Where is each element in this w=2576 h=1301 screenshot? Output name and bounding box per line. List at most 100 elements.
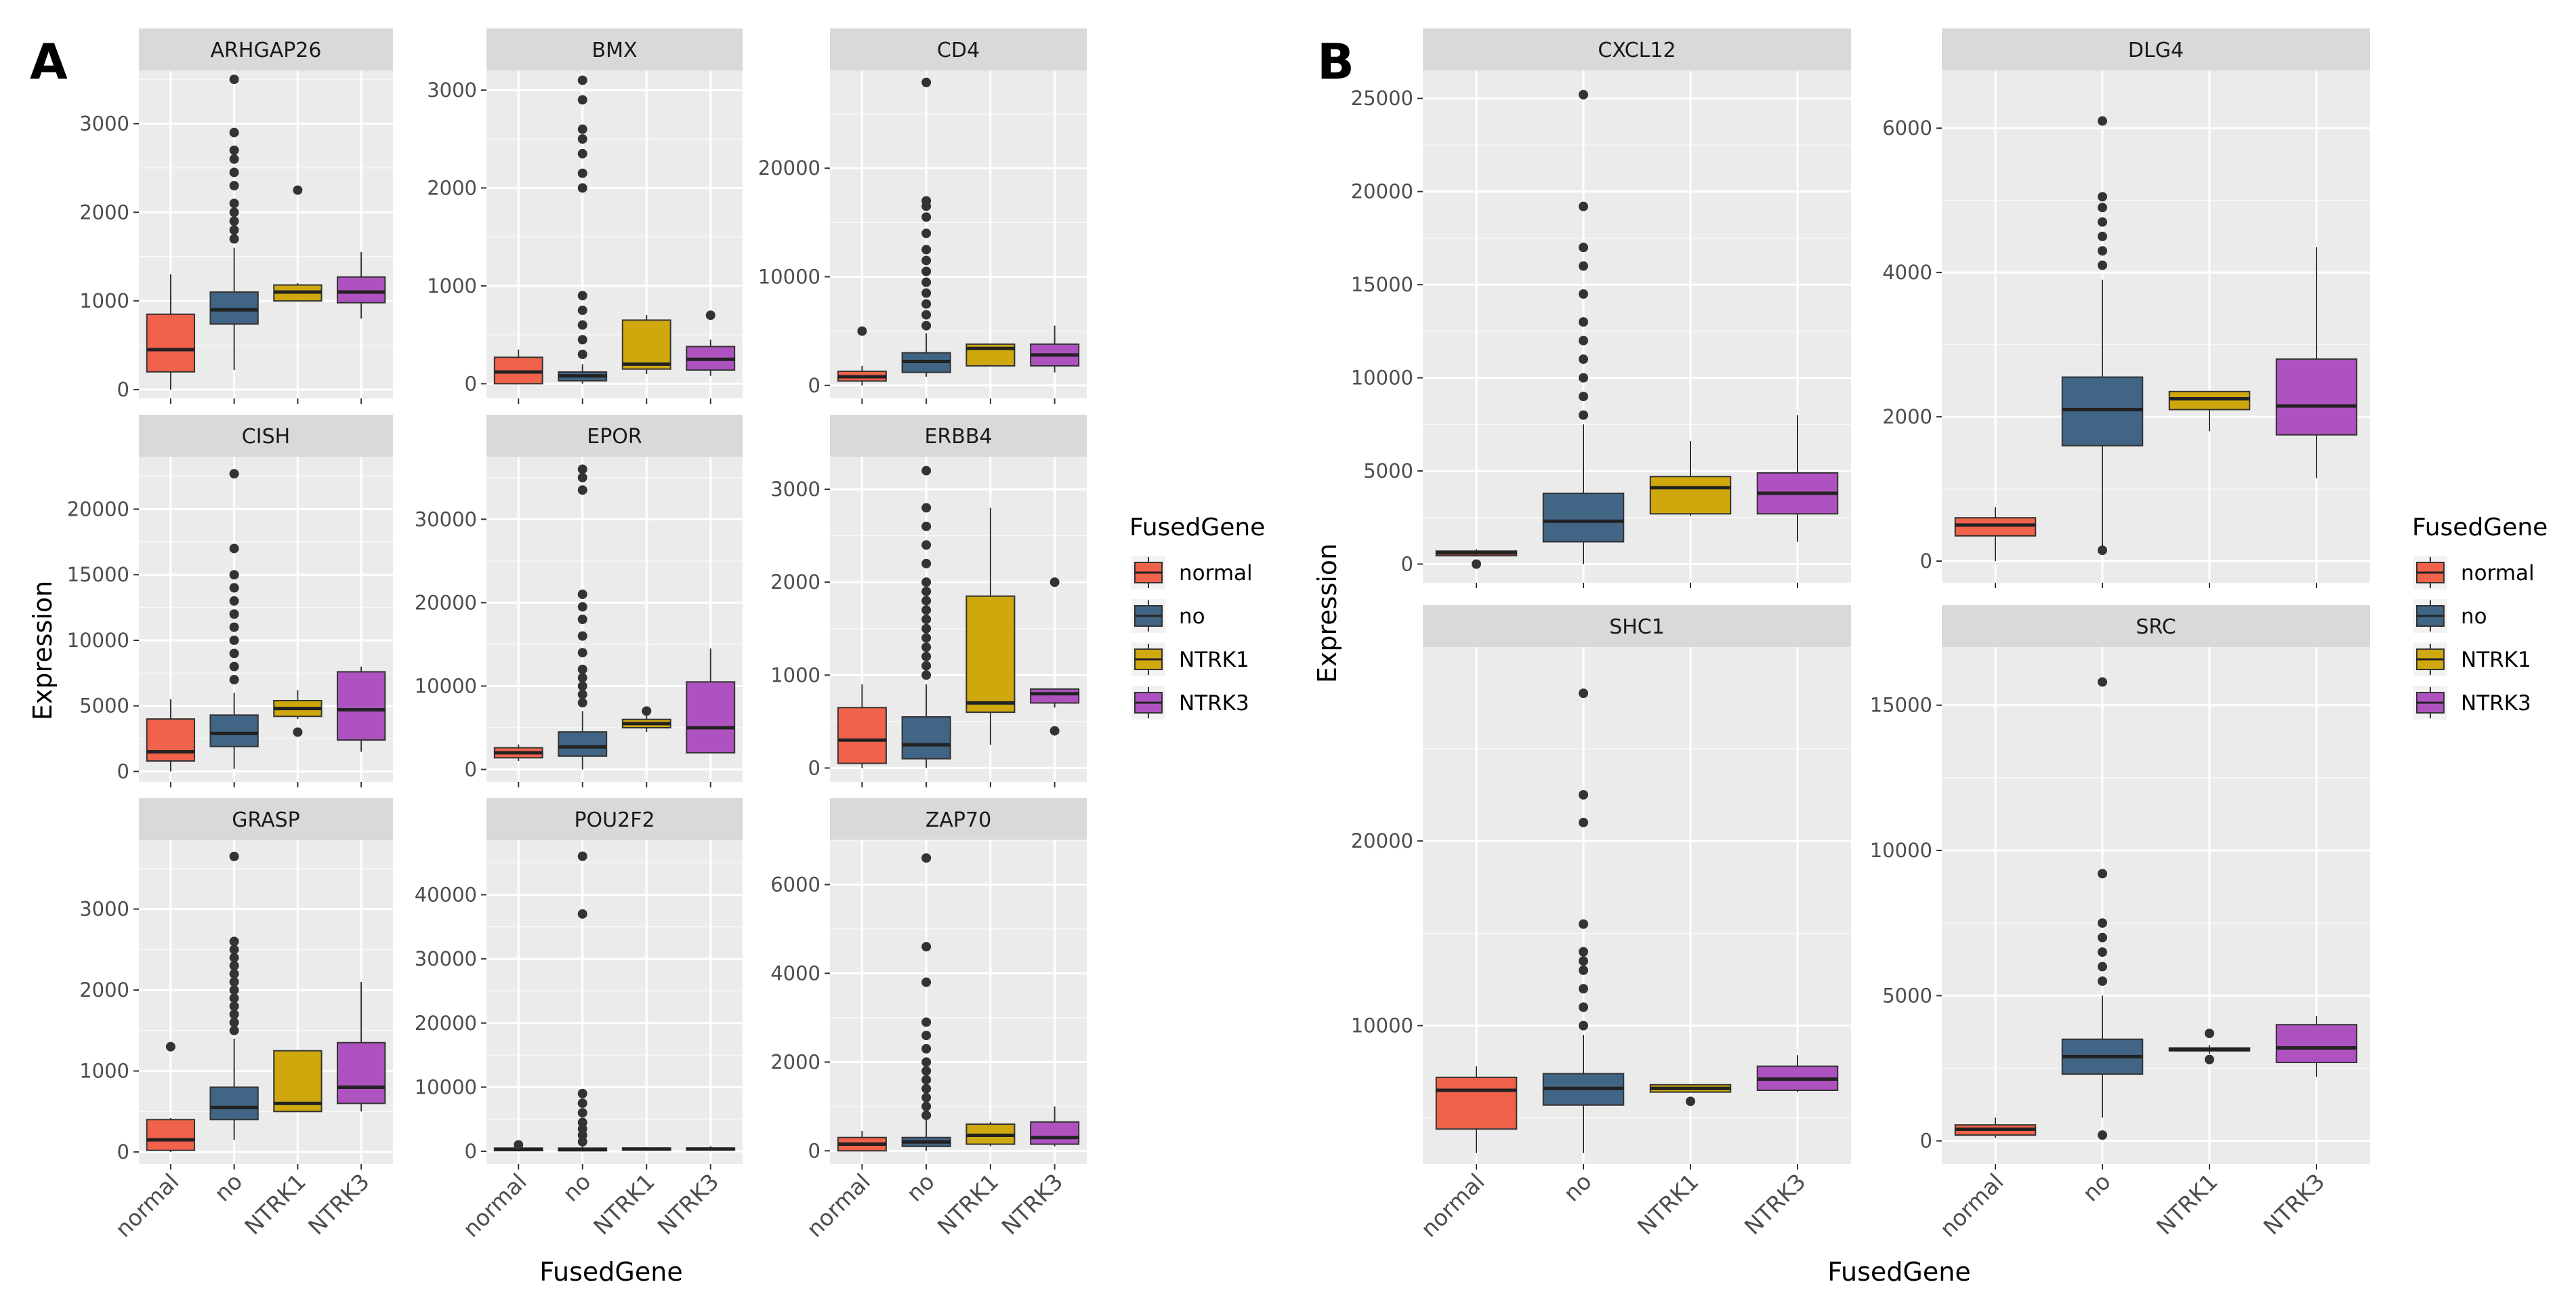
box-normal bbox=[493, 744, 543, 762]
box-ntrk3 bbox=[1756, 415, 1839, 542]
outlier-point bbox=[2098, 116, 2107, 126]
outlier-point bbox=[2098, 932, 2107, 943]
facet-src: SRC 0 5000 10000 15000 normal no NTRK1 NTRK3 bbox=[1870, 605, 2370, 1242]
facet-title: ZAP70 bbox=[926, 808, 991, 832]
box-no bbox=[558, 464, 608, 770]
box-ntrk3 bbox=[1030, 1106, 1080, 1147]
facet-shc1: SHC1 10000 20000 normal no NTRK1 NTRK3 bbox=[1351, 605, 1851, 1242]
x-tick-label: no bbox=[901, 1168, 940, 1207]
outlier-point bbox=[921, 310, 932, 320]
x-tick-label: NTRK1 bbox=[588, 1168, 660, 1240]
y-tick-label: 2000 bbox=[1882, 405, 1932, 428]
y-tick-label: 15000 bbox=[1870, 694, 1932, 717]
y-tick-label: 10000 bbox=[1870, 839, 1932, 862]
outlier-point bbox=[229, 199, 239, 209]
legend-item-ntrk1: NTRK1 bbox=[2413, 642, 2531, 676]
outlier-point bbox=[1579, 688, 1588, 699]
y-tick-label: 0 bbox=[1920, 550, 1932, 573]
outlier-point bbox=[921, 540, 932, 550]
outlier-point bbox=[293, 185, 303, 195]
y-tick-label: 20000 bbox=[67, 497, 129, 520]
outlier-point bbox=[577, 291, 587, 301]
legend-item-normal: normal bbox=[2413, 556, 2535, 590]
outlier-point bbox=[577, 124, 587, 134]
facet-title: BMX bbox=[591, 39, 637, 62]
facet-title: ERBB4 bbox=[924, 425, 992, 449]
outlier-point bbox=[577, 681, 587, 691]
outlier-point bbox=[2098, 217, 2107, 227]
facet-title: CD4 bbox=[937, 39, 980, 62]
outlier-point bbox=[229, 661, 239, 672]
outlier-point bbox=[229, 234, 239, 244]
legend-item-normal: normal bbox=[1131, 556, 1253, 590]
outlier-point bbox=[577, 485, 587, 495]
outlier-point bbox=[921, 596, 932, 606]
plot-area bbox=[1942, 647, 2370, 1164]
box-body bbox=[1542, 493, 1625, 543]
outlier-point bbox=[577, 648, 587, 658]
outlier-point bbox=[2205, 1029, 2214, 1039]
legend-title-a: FusedGene bbox=[1129, 514, 1265, 541]
outlier-point bbox=[514, 1140, 524, 1150]
outlier-point bbox=[2098, 231, 2107, 241]
x-tick-label: NTRK1 bbox=[932, 1168, 1004, 1240]
y-tick-label: 10000 bbox=[1351, 1014, 1413, 1037]
box-body bbox=[1030, 688, 1080, 704]
outlier-point bbox=[1579, 790, 1588, 800]
outlier-point bbox=[2098, 203, 2107, 213]
outlier-point bbox=[229, 985, 239, 995]
outlier-point bbox=[1579, 373, 1588, 383]
y-tick-label: 30000 bbox=[415, 947, 477, 970]
y-tick-label: 3000 bbox=[427, 79, 477, 102]
facet-title: POU2F2 bbox=[574, 808, 655, 832]
facet-title: CISH bbox=[242, 425, 290, 449]
box-body bbox=[837, 707, 887, 764]
outlier-point bbox=[1472, 559, 1481, 569]
plot-area bbox=[139, 840, 393, 1164]
legend-label: NTRK3 bbox=[1179, 691, 1249, 716]
outlier-point bbox=[229, 225, 239, 235]
outlier-point bbox=[921, 853, 932, 863]
y-tick-label: 2000 bbox=[427, 176, 477, 199]
x-tick-label: NTRK3 bbox=[2258, 1168, 2330, 1240]
y-tick-label: 2000 bbox=[79, 978, 129, 1001]
box-ntrk1 bbox=[621, 706, 671, 732]
box-ntrk3 bbox=[2275, 1016, 2358, 1077]
box-body bbox=[686, 681, 736, 753]
box-normal bbox=[837, 1130, 887, 1152]
outlier-point bbox=[229, 622, 239, 632]
box-body bbox=[209, 1086, 259, 1121]
outlier-point bbox=[229, 1025, 239, 1035]
y-tick-label: 2000 bbox=[79, 201, 129, 224]
y-tick-label: 10000 bbox=[415, 1075, 477, 1098]
box-normal bbox=[1954, 507, 2037, 562]
y-tick-label: 0 bbox=[117, 760, 129, 783]
facet-strip bbox=[139, 798, 393, 840]
outlier-point bbox=[1579, 89, 1588, 100]
facet-strip bbox=[1942, 28, 2370, 70]
box-ntrk3 bbox=[686, 1146, 736, 1151]
outlier-point bbox=[921, 977, 932, 987]
outlier-point bbox=[577, 134, 587, 144]
outlier-point bbox=[2098, 1130, 2107, 1140]
y-tick-label: 1000 bbox=[427, 274, 477, 297]
y-tick-label: 0 bbox=[808, 756, 820, 779]
facet-title: DLG4 bbox=[2128, 39, 2184, 62]
box-ntrk3 bbox=[2275, 247, 2358, 478]
outlier-point bbox=[1579, 965, 1588, 975]
y-tick-label: 4000 bbox=[770, 962, 820, 985]
facet-strip bbox=[1423, 28, 1851, 70]
outlier-point bbox=[2098, 947, 2107, 957]
outlier-point bbox=[229, 648, 239, 659]
legend-label: NTRK1 bbox=[1179, 648, 1249, 672]
box-body bbox=[621, 319, 671, 370]
outlier-point bbox=[229, 181, 239, 191]
box-body bbox=[901, 716, 951, 760]
outlier-point bbox=[921, 321, 932, 331]
outlier-point bbox=[229, 1009, 239, 1019]
x-tick-label: no bbox=[1558, 1168, 1597, 1207]
x-axis-title-a: FusedGene bbox=[539, 1257, 682, 1287]
legend-item-no: no bbox=[2413, 599, 2487, 633]
outlier-point bbox=[1579, 984, 1588, 994]
